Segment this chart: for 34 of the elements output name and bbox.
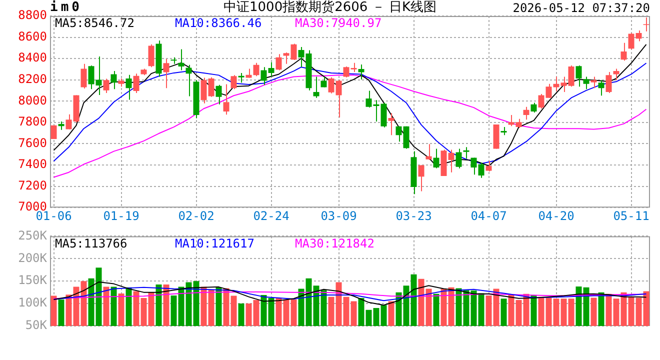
x-tick-label: 03-09 [320,208,357,223]
candlestick [590,76,597,89]
text: 2026-05-12 07:37:20 [512,0,650,16]
x-tick-label: 04-20 [538,208,574,223]
y-tick-label: 250K [18,228,48,242]
x-tick-label: 04-07 [470,208,507,223]
text: MA10:8366.46 [175,16,262,30]
y-tick-label: 100K [18,296,48,310]
y-tick-label: 8800 [18,8,47,22]
x-tick-label: 02-24 [253,208,290,223]
candlestick [118,78,124,88]
y-tick-label: 150K [18,273,48,288]
x-tick-label: 03-23 [396,208,432,223]
chart-title: 中证1000指数期货2606 － 日K线图 [224,0,436,15]
text: MA5:113766 [55,236,128,250]
y-tick-label: 7800 [18,114,47,129]
y-tick-label: 7200 [18,178,47,192]
text: MA5:8546.72 [55,16,134,30]
text: MA30:7940.97 [295,16,382,30]
y-tick-label: 200K [18,250,48,265]
y-tick-label: 50K [25,318,48,332]
y-tick-label: 7600 [18,136,47,150]
y-tick-label: 8400 [18,50,47,65]
y-tick-label: 7400 [18,157,47,172]
text: MA10:121617 [175,236,254,250]
text: im0 [50,0,82,16]
y-tick-label: 8600 [18,29,47,44]
y-tick-label: 8200 [18,72,47,86]
text: MA30:121842 [295,236,374,250]
x-tick-label: 02-02 [178,208,214,223]
candlestick [426,144,432,161]
y-tick-label: 8000 [18,93,47,108]
x-tick-label: 01-19 [103,208,140,223]
x-tick-label: 05-11 [613,208,650,223]
